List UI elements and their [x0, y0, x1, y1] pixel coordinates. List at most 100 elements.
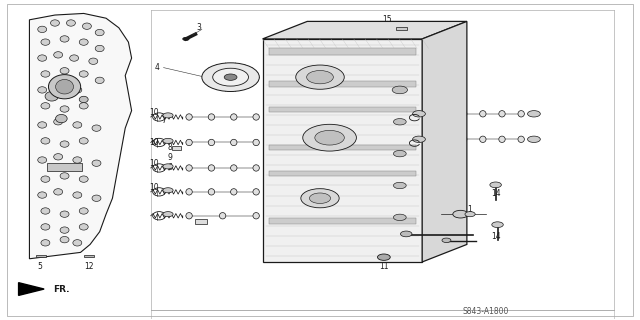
Circle shape: [453, 210, 468, 218]
Ellipse shape: [60, 227, 69, 233]
Text: 2: 2: [436, 230, 440, 239]
Ellipse shape: [73, 192, 82, 198]
Circle shape: [301, 189, 339, 208]
Ellipse shape: [479, 136, 486, 142]
Ellipse shape: [41, 39, 50, 45]
Text: 7: 7: [353, 127, 358, 136]
Bar: [195, 219, 207, 224]
Ellipse shape: [95, 29, 104, 36]
Circle shape: [163, 113, 173, 118]
Ellipse shape: [79, 138, 88, 144]
Text: 13: 13: [401, 234, 411, 243]
Ellipse shape: [253, 212, 259, 219]
Ellipse shape: [60, 141, 69, 147]
Circle shape: [163, 138, 173, 143]
Text: 1: 1: [468, 205, 472, 214]
Ellipse shape: [253, 139, 259, 146]
Circle shape: [212, 68, 248, 86]
Bar: [47, 163, 82, 171]
Text: 7: 7: [161, 116, 166, 125]
Ellipse shape: [38, 26, 47, 33]
Polygon shape: [422, 21, 467, 262]
Ellipse shape: [79, 39, 88, 45]
Ellipse shape: [51, 20, 60, 26]
Circle shape: [163, 212, 173, 217]
Ellipse shape: [38, 122, 47, 128]
Ellipse shape: [208, 114, 214, 120]
Ellipse shape: [56, 115, 67, 123]
Circle shape: [310, 193, 330, 204]
Text: 3: 3: [196, 23, 201, 32]
Ellipse shape: [73, 122, 82, 128]
Circle shape: [492, 222, 503, 228]
Polygon shape: [262, 39, 422, 262]
Ellipse shape: [79, 208, 88, 214]
Ellipse shape: [186, 189, 192, 195]
Ellipse shape: [253, 165, 259, 171]
Bar: [396, 28, 408, 30]
Text: 4: 4: [155, 63, 159, 72]
Ellipse shape: [208, 165, 214, 171]
Ellipse shape: [45, 92, 58, 101]
Bar: [269, 171, 416, 176]
Ellipse shape: [54, 154, 63, 160]
Bar: [151, 310, 614, 320]
Bar: [269, 48, 416, 55]
Text: 14: 14: [491, 232, 500, 241]
Ellipse shape: [41, 208, 50, 214]
Ellipse shape: [38, 157, 47, 163]
Ellipse shape: [461, 136, 467, 142]
Circle shape: [163, 164, 173, 169]
Ellipse shape: [499, 111, 505, 117]
Ellipse shape: [461, 111, 467, 117]
Ellipse shape: [253, 189, 259, 195]
Ellipse shape: [73, 87, 82, 93]
Ellipse shape: [208, 189, 214, 195]
Circle shape: [296, 65, 344, 89]
Text: S843-A1800: S843-A1800: [463, 307, 509, 316]
Text: 10: 10: [149, 183, 159, 192]
Circle shape: [378, 254, 390, 260]
Circle shape: [307, 70, 333, 84]
Ellipse shape: [38, 55, 47, 61]
Ellipse shape: [230, 165, 237, 171]
Ellipse shape: [60, 36, 69, 42]
Text: 10: 10: [366, 132, 376, 140]
Circle shape: [394, 150, 406, 157]
Ellipse shape: [54, 189, 63, 195]
Text: 10: 10: [149, 108, 159, 117]
Ellipse shape: [41, 240, 50, 246]
Bar: [36, 255, 46, 257]
Circle shape: [413, 136, 426, 142]
Ellipse shape: [60, 173, 69, 179]
Ellipse shape: [54, 52, 63, 58]
Circle shape: [527, 136, 540, 142]
Polygon shape: [19, 283, 44, 295]
Text: 8: 8: [168, 143, 172, 152]
Circle shape: [465, 212, 475, 217]
Ellipse shape: [83, 23, 92, 29]
Ellipse shape: [41, 103, 50, 109]
Ellipse shape: [186, 114, 192, 120]
Ellipse shape: [73, 157, 82, 163]
Bar: [172, 146, 181, 150]
Polygon shape: [29, 13, 132, 259]
Ellipse shape: [41, 224, 50, 230]
Ellipse shape: [41, 71, 50, 77]
Text: 10: 10: [149, 138, 159, 147]
Ellipse shape: [208, 139, 214, 146]
Ellipse shape: [79, 103, 88, 109]
Circle shape: [401, 231, 412, 237]
Ellipse shape: [92, 160, 101, 166]
Ellipse shape: [518, 136, 524, 142]
Ellipse shape: [79, 71, 88, 77]
Ellipse shape: [54, 84, 63, 90]
Bar: [269, 81, 416, 87]
Ellipse shape: [79, 224, 88, 230]
Circle shape: [392, 86, 408, 94]
Ellipse shape: [56, 79, 74, 94]
Ellipse shape: [67, 20, 76, 26]
Ellipse shape: [95, 45, 104, 52]
Ellipse shape: [54, 119, 63, 125]
Circle shape: [202, 63, 259, 92]
